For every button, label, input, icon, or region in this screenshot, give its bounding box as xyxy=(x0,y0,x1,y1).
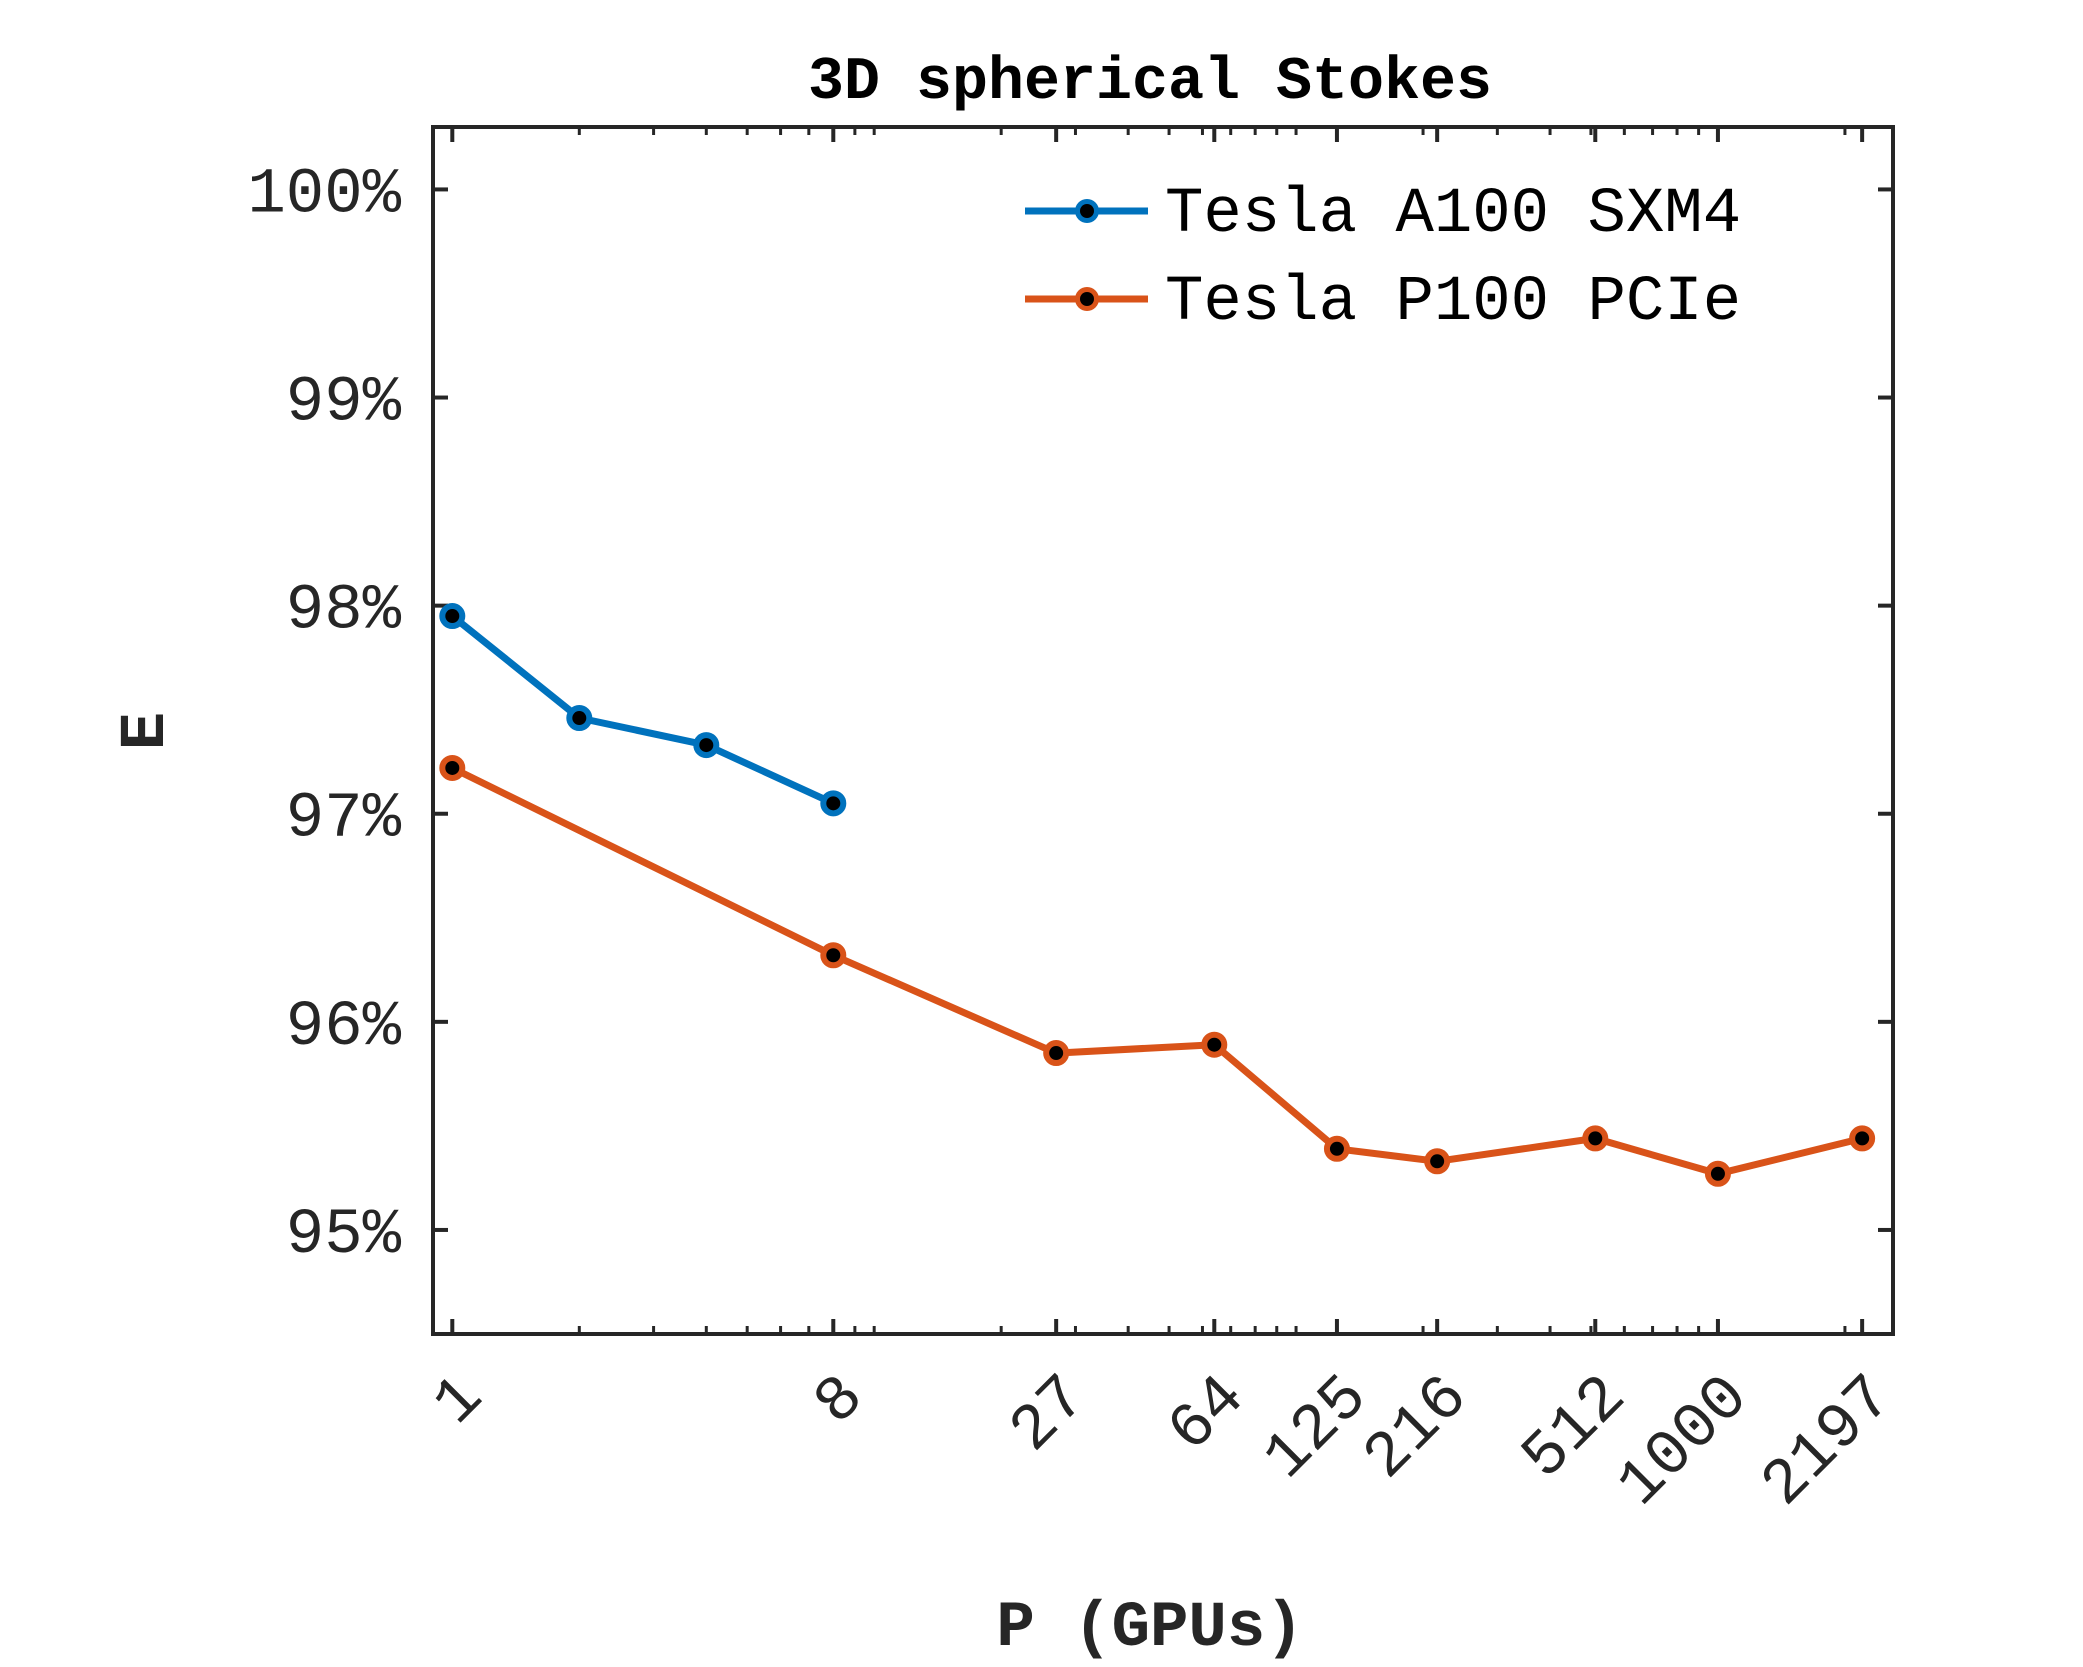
y-tick-label: 98% xyxy=(286,576,402,648)
x-axis-label: P (GPUs) xyxy=(996,1593,1303,1665)
x-tick-label: 64 xyxy=(1155,1362,1260,1467)
data-point xyxy=(699,738,714,753)
x-tick-label: 125 xyxy=(1251,1362,1383,1494)
x-tick-label: 1 xyxy=(420,1362,498,1440)
x-tick-label: 216 xyxy=(1351,1362,1483,1494)
data-point xyxy=(445,609,460,624)
y-tick-label: 99% xyxy=(286,368,402,440)
series-layer xyxy=(439,603,1876,1187)
data-point xyxy=(826,796,841,811)
series-line-2 xyxy=(450,764,1863,1178)
x-tick-label: 2197 xyxy=(1749,1362,1909,1522)
data-point xyxy=(1207,1037,1222,1052)
legend-label: Tesla A100 SXM4 xyxy=(1165,179,1741,251)
y-tick-label: 95% xyxy=(286,1200,402,1272)
data-point xyxy=(572,711,587,726)
legend-marker-dot xyxy=(1080,292,1094,306)
y-tick-label: 96% xyxy=(286,992,402,1064)
y-tick-label: 97% xyxy=(286,784,402,856)
y-tick-labels: 95% 96% 97% 98% 99% 100% xyxy=(247,159,401,1272)
data-point xyxy=(1855,1131,1870,1146)
data-point xyxy=(445,760,460,775)
series-line-1 xyxy=(450,613,835,807)
plot-area-border xyxy=(431,125,1895,1336)
x-tick-label: 1000 xyxy=(1605,1362,1765,1522)
data-point xyxy=(1049,1046,1064,1061)
data-point xyxy=(1329,1141,1344,1156)
x-tick-label: 27 xyxy=(997,1362,1102,1467)
legend-label: Tesla P100 PCIe xyxy=(1165,267,1741,339)
data-point xyxy=(1710,1166,1725,1181)
y-tick-label: 100% xyxy=(247,159,401,231)
data-point xyxy=(1588,1131,1603,1146)
y-axis-label: E xyxy=(111,712,183,750)
legend: Tesla A100 SXM4 Tesla P100 PCIe xyxy=(1025,179,1741,339)
x-tick-label: 8 xyxy=(801,1362,879,1440)
data-point xyxy=(826,948,841,963)
legend-marker-dot xyxy=(1080,204,1094,218)
chart-title: 3D spherical Stokes xyxy=(808,49,1492,117)
data-point xyxy=(1430,1154,1445,1169)
